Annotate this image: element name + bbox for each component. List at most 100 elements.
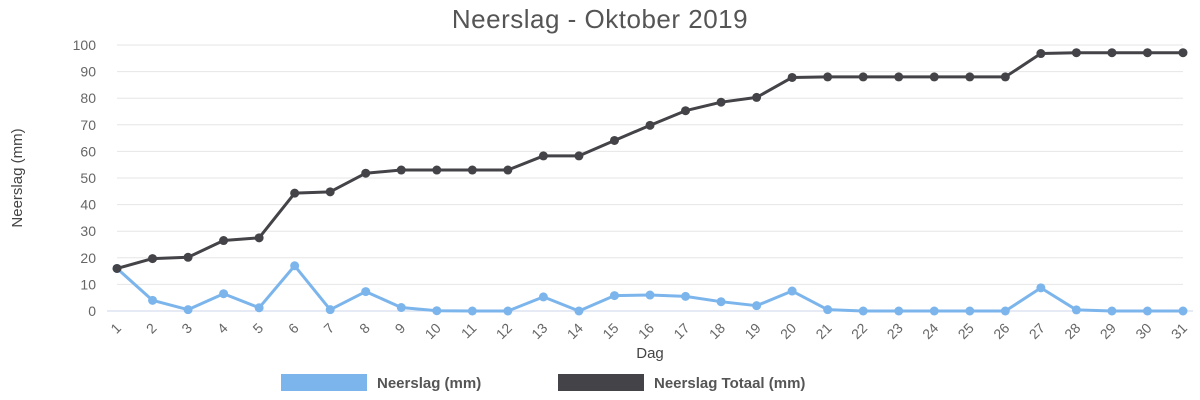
data-point[interactable] (290, 188, 300, 198)
data-point[interactable] (965, 72, 975, 82)
data-point[interactable] (148, 295, 158, 305)
x-tick-label: 24 (919, 320, 941, 342)
data-point[interactable] (858, 72, 868, 82)
data-point[interactable] (467, 306, 477, 316)
legend-swatch-neerslag-totaal[interactable] (558, 374, 644, 391)
x-tick-label: 9 (392, 320, 409, 337)
data-point[interactable] (538, 292, 548, 302)
x-tick-label: 14 (564, 320, 586, 342)
x-tick-label: 11 (458, 320, 480, 342)
data-point[interactable] (1178, 48, 1188, 58)
y-tick-label: 20 (80, 250, 96, 266)
x-tick-label: 1 (107, 320, 124, 337)
x-tick-label: 29 (1097, 320, 1119, 342)
data-point[interactable] (1000, 72, 1010, 82)
x-tick-label: 12 (493, 320, 515, 342)
x-tick-label: 6 (285, 320, 302, 337)
data-point[interactable] (219, 236, 229, 246)
legend-label-neerslag-totaal[interactable]: Neerslag Totaal (mm) (654, 375, 805, 392)
data-point[interactable] (1000, 306, 1010, 316)
data-point[interactable] (1178, 306, 1188, 316)
data-point[interactable] (467, 165, 477, 175)
data-point[interactable] (609, 135, 619, 145)
data-point[interactable] (254, 303, 264, 313)
legend-label-neerslag[interactable]: Neerslag (mm) (377, 375, 481, 392)
series-line (116, 51, 1183, 270)
series-line (115, 264, 1183, 313)
data-point[interactable] (681, 291, 691, 301)
data-point[interactable] (645, 120, 655, 130)
x-axis-ticks: 1 2 3 4 5 6 7 8 9 10 11 12 13 14 15 16 17 18 19 20 21 22 23 24 2… (107, 320, 1190, 342)
data-point[interactable] (396, 165, 406, 175)
x-tick-label: 8 (356, 320, 373, 337)
data-point[interactable] (1036, 283, 1046, 293)
x-tick-label: 27 (1026, 320, 1048, 342)
data-point[interactable] (183, 252, 193, 262)
data-point[interactable] (752, 92, 762, 102)
y-tick-label: 0 (88, 303, 96, 319)
data-point[interactable] (112, 263, 122, 273)
y-tick-label: 90 (80, 64, 96, 80)
data-point[interactable] (929, 306, 939, 316)
x-tick-label: 7 (320, 320, 337, 337)
x-tick-label: 16 (635, 320, 657, 342)
data-point[interactable] (1071, 48, 1081, 58)
data-point[interactable] (1036, 49, 1046, 59)
data-point[interactable] (503, 306, 513, 316)
data-point[interactable] (396, 303, 406, 313)
data-point[interactable] (325, 305, 335, 315)
data-point[interactable] (432, 165, 442, 175)
data-point[interactable] (787, 286, 797, 296)
x-tick-label: 17 (670, 320, 692, 342)
data-point[interactable] (1142, 306, 1152, 316)
y-axis-title: Neerslag (mm) (9, 128, 26, 227)
series-neerslag (112, 261, 1188, 316)
series-neerslag-totaal (112, 48, 1188, 273)
x-tick-label: 21 (812, 320, 834, 342)
data-point[interactable] (503, 165, 513, 175)
data-point[interactable] (325, 187, 335, 197)
data-point[interactable] (965, 306, 975, 316)
data-point[interactable] (716, 297, 726, 307)
chart-grid (117, 44, 1183, 285)
data-point[interactable] (290, 261, 300, 271)
data-point[interactable] (645, 290, 655, 300)
data-point[interactable] (148, 254, 158, 264)
data-point[interactable] (361, 168, 371, 178)
data-point[interactable] (1142, 48, 1152, 58)
data-point[interactable] (574, 151, 584, 161)
data-point[interactable] (823, 305, 833, 315)
data-point[interactable] (432, 306, 442, 316)
x-tick-label: 3 (178, 320, 195, 337)
data-point[interactable] (929, 72, 939, 82)
data-point[interactable] (858, 306, 868, 316)
x-tick-label: 22 (848, 320, 870, 342)
x-tick-label: 5 (249, 320, 266, 337)
chart-series (112, 48, 1188, 316)
data-point[interactable] (1071, 305, 1081, 315)
data-point[interactable] (787, 72, 797, 82)
y-tick-label: 40 (80, 197, 96, 213)
data-point[interactable] (361, 287, 371, 297)
y-tick-label: 60 (80, 143, 96, 159)
data-point[interactable] (538, 151, 548, 161)
data-point[interactable] (1107, 48, 1117, 58)
data-point[interactable] (219, 289, 229, 299)
x-tick-label: 10 (422, 320, 444, 342)
data-point[interactable] (1107, 306, 1117, 316)
data-point[interactable] (183, 305, 193, 315)
data-point[interactable] (823, 72, 833, 82)
data-point[interactable] (681, 106, 691, 116)
x-axis-title: Dag (636, 345, 664, 362)
data-point[interactable] (894, 306, 904, 316)
data-point[interactable] (609, 291, 619, 301)
data-point[interactable] (574, 306, 584, 316)
x-tick-label: 28 (1061, 320, 1083, 342)
x-tick-label: 26 (990, 320, 1012, 342)
data-point[interactable] (752, 301, 762, 311)
y-tick-label: 70 (80, 117, 96, 133)
legend-swatch-neerslag[interactable] (281, 374, 367, 391)
data-point[interactable] (716, 97, 726, 107)
data-point[interactable] (254, 233, 264, 243)
data-point[interactable] (894, 72, 904, 82)
